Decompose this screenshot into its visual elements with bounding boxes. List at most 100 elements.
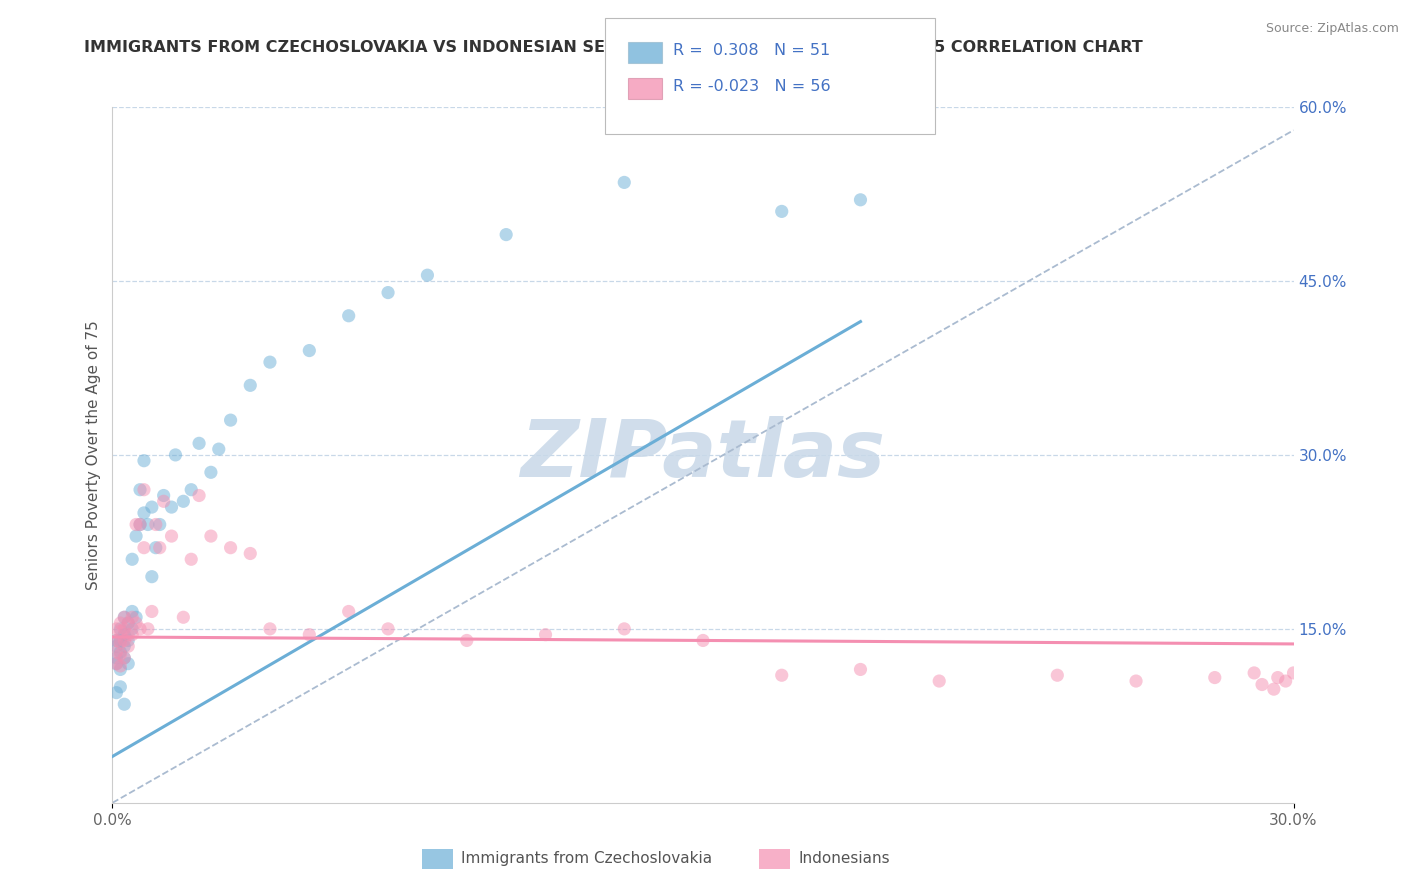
Point: [121, 622, 143, 636]
Point: [129, 483, 152, 497]
Point: [152, 489, 174, 503]
Point: [298, 343, 321, 358]
Point: [112, 628, 135, 642]
Point: [456, 633, 478, 648]
Point: [259, 622, 281, 636]
Point: [112, 633, 135, 648]
Point: [125, 517, 148, 532]
Point: [849, 662, 872, 676]
Point: [110, 624, 132, 639]
Point: [117, 615, 139, 630]
Point: [110, 680, 132, 694]
Text: Immigrants from Czechoslovakia: Immigrants from Czechoslovakia: [461, 851, 713, 865]
Point: [613, 175, 636, 189]
Point: [110, 659, 132, 673]
Point: [105, 639, 128, 653]
Point: [239, 546, 262, 561]
Point: [1263, 682, 1285, 697]
Point: [117, 628, 139, 642]
Point: [141, 500, 163, 514]
Point: [105, 645, 128, 659]
Text: R =  0.308   N = 51: R = 0.308 N = 51: [673, 44, 831, 58]
Point: [298, 628, 321, 642]
Point: [377, 622, 399, 636]
Point: [172, 494, 194, 508]
Point: [110, 622, 132, 636]
Point: [1282, 665, 1305, 680]
Point: [259, 355, 281, 369]
Point: [125, 615, 148, 630]
Point: [112, 610, 135, 624]
Point: [495, 227, 517, 242]
Point: [105, 633, 128, 648]
Point: [1125, 674, 1147, 689]
Point: [172, 610, 194, 624]
Point: [770, 668, 793, 682]
Text: Source: ZipAtlas.com: Source: ZipAtlas.com: [1265, 22, 1399, 36]
Y-axis label: Seniors Poverty Over the Age of 75: Seniors Poverty Over the Age of 75: [86, 320, 101, 590]
Point: [200, 529, 222, 543]
Point: [117, 633, 139, 648]
Point: [613, 622, 636, 636]
Point: [105, 657, 128, 671]
Point: [125, 610, 148, 624]
Text: Indonesians: Indonesians: [799, 851, 890, 865]
Point: [132, 506, 155, 520]
Point: [141, 569, 163, 583]
Point: [145, 541, 167, 555]
Point: [110, 636, 132, 650]
Point: [149, 541, 172, 555]
Point: [165, 448, 187, 462]
Point: [110, 645, 132, 659]
Point: [112, 639, 135, 653]
Point: [121, 605, 143, 619]
Point: [849, 193, 872, 207]
Point: [219, 413, 242, 427]
Point: [112, 610, 135, 624]
Point: [219, 541, 242, 555]
Point: [534, 628, 557, 642]
Point: [129, 517, 152, 532]
Text: R = -0.023   N = 56: R = -0.023 N = 56: [673, 79, 831, 94]
Point: [112, 698, 135, 712]
Point: [129, 622, 152, 636]
Point: [180, 483, 202, 497]
Point: [132, 483, 155, 497]
Point: [136, 622, 159, 636]
Point: [141, 605, 163, 619]
Point: [692, 633, 714, 648]
Point: [928, 674, 950, 689]
Point: [337, 605, 360, 619]
Point: [110, 633, 132, 648]
Point: [180, 552, 202, 566]
Point: [149, 517, 172, 532]
Text: ZIPatlas: ZIPatlas: [520, 416, 886, 494]
Point: [188, 489, 211, 503]
Point: [110, 615, 132, 630]
Point: [121, 552, 143, 566]
Point: [112, 651, 135, 665]
Point: [105, 622, 128, 636]
Point: [416, 268, 439, 282]
Point: [1274, 674, 1296, 689]
Point: [770, 204, 793, 219]
Point: [132, 453, 155, 467]
Point: [112, 622, 135, 636]
Point: [200, 466, 222, 480]
Point: [1204, 671, 1226, 685]
Point: [132, 541, 155, 555]
Point: [377, 285, 399, 300]
Point: [110, 648, 132, 662]
Point: [105, 633, 128, 648]
Text: IMMIGRANTS FROM CZECHOSLOVAKIA VS INDONESIAN SENIORS POVERTY OVER THE AGE OF 75 : IMMIGRANTS FROM CZECHOSLOVAKIA VS INDONE…: [84, 40, 1143, 55]
Point: [208, 442, 231, 456]
Point: [1251, 677, 1274, 691]
Point: [105, 657, 128, 671]
Point: [129, 517, 152, 532]
Point: [117, 615, 139, 630]
Point: [1046, 668, 1069, 682]
Point: [121, 628, 143, 642]
Point: [112, 651, 135, 665]
Point: [239, 378, 262, 392]
Point: [152, 494, 174, 508]
